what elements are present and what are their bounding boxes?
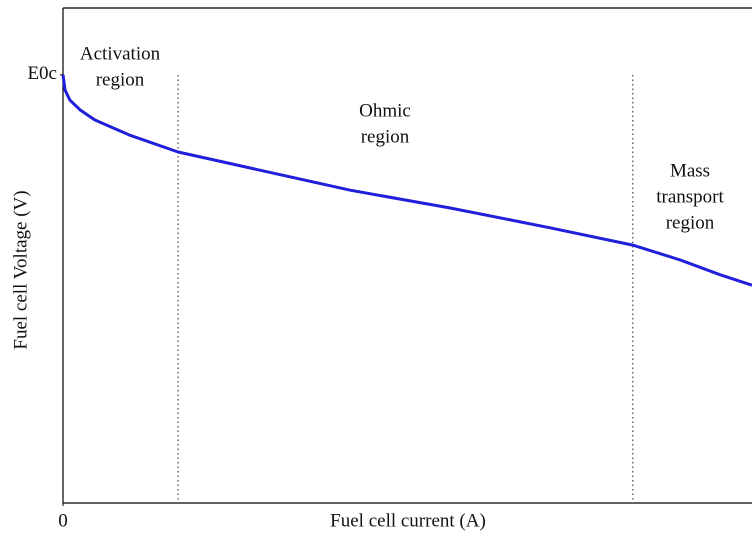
region-label: region [96, 69, 145, 90]
region-label: Activation [80, 43, 161, 64]
region-label: Ohmic [359, 100, 411, 121]
x-axis-label: Fuel cell current (A) [330, 510, 486, 531]
polarization-curve [61, 74, 752, 287]
region-label: region [361, 126, 410, 147]
region-label: region [666, 212, 715, 233]
x-tick-label: 0 [58, 510, 68, 531]
y-tick-label: E0c [27, 63, 57, 84]
region-label: transport [656, 186, 724, 207]
y-axis-label: Fuel cell Voltage (V) [10, 190, 31, 349]
region-label: Mass [670, 160, 710, 181]
